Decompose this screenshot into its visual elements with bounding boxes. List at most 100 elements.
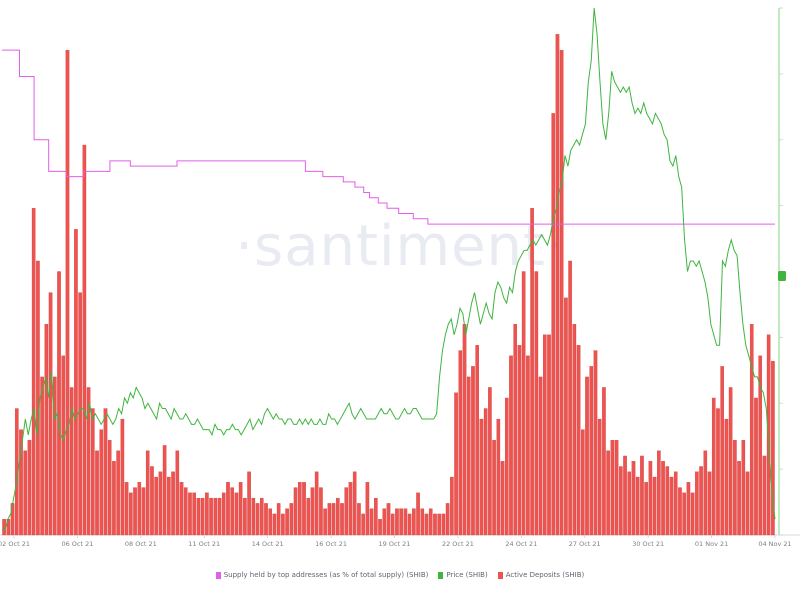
deposit-bar (357, 503, 361, 536)
deposit-bar (547, 334, 551, 536)
deposit-bar (462, 324, 467, 536)
deposit-bar (124, 482, 129, 536)
deposit-bar (336, 497, 340, 536)
deposit-bar (479, 418, 484, 536)
deposit-bar (433, 513, 437, 536)
deposit-bar (471, 366, 475, 536)
deposit-bar (585, 376, 589, 536)
deposit-bar (699, 466, 703, 536)
deposit-bar (331, 503, 336, 536)
deposit-bar (348, 482, 353, 536)
deposit-bar (327, 503, 332, 536)
legend-label-supply: Supply held by top addresses (as % of to… (223, 571, 429, 579)
deposit-bar (657, 450, 661, 536)
deposit-bar (209, 497, 213, 536)
deposit-bar (610, 439, 615, 536)
deposit-bar (179, 482, 184, 536)
deposit-bar (526, 355, 530, 536)
deposit-bar (445, 503, 450, 536)
legend-swatch-price (438, 571, 444, 579)
deposit-bar (517, 345, 522, 536)
deposit-bar (48, 292, 53, 536)
deposit-bar (589, 366, 594, 536)
deposit-bar (226, 482, 230, 536)
deposit-bar (661, 461, 665, 536)
deposit-bar (644, 482, 648, 536)
deposit-bar (57, 271, 61, 536)
deposit-bar (221, 492, 226, 536)
deposit-bar (403, 508, 408, 536)
deposit-bar (728, 387, 733, 536)
deposit-bar (200, 497, 205, 536)
x-axis-ticks: 02 Oct 21 06 Oct 21 08 Oct 21 11 Oct 21 14 O… (0, 535, 792, 548)
deposit-bar (627, 471, 632, 536)
deposit-bar (665, 466, 670, 536)
legend-swatch-deposits (497, 571, 503, 579)
deposit-bar (754, 397, 758, 536)
x-tick-label: 04 Nov 21 (758, 540, 791, 548)
deposit-bar (500, 461, 505, 536)
deposit-bar (319, 487, 323, 536)
deposit-bar (91, 408, 95, 536)
deposit-bar (669, 476, 674, 536)
legend-item-price[interactable]: Price (SHIB) (438, 571, 488, 579)
deposit-bar (521, 271, 526, 536)
legend-item-supply[interactable]: Supply held by top addresses (as % of to… (215, 571, 429, 579)
deposit-bar (437, 513, 441, 536)
deposit-bar (99, 429, 104, 536)
deposit-bar (251, 497, 256, 536)
deposit-bar (112, 461, 116, 536)
deposit-bar (619, 466, 623, 536)
deposit-bar (238, 482, 243, 536)
deposit-bar (762, 455, 767, 536)
deposit-bar (504, 397, 509, 536)
deposit-bar (167, 476, 171, 536)
x-tick-label: 11 Oct 21 (188, 540, 220, 548)
x-tick-label: 19 Oct 21 (379, 540, 411, 548)
deposit-bar (82, 144, 87, 536)
x-tick-label: 02 Oct 21 (0, 540, 30, 548)
deposit-bar (276, 503, 281, 536)
deposit-bar (74, 229, 78, 536)
deposit-bar (631, 461, 636, 536)
deposit-bar (707, 471, 712, 536)
deposit-bar (69, 387, 74, 536)
legend-item-deposits[interactable]: Active Deposits (SHIB) (497, 571, 585, 579)
deposit-bar (530, 208, 534, 536)
deposit-bar (264, 503, 268, 536)
deposit-bar (116, 450, 120, 536)
deposit-bar (513, 324, 518, 536)
deposit-bar (597, 418, 602, 536)
deposit-bar (217, 497, 222, 536)
deposit-bar (120, 418, 125, 536)
legend-label-deposits: Active Deposits (SHIB) (505, 571, 585, 579)
deposit-bar (614, 439, 619, 536)
deposit-bar (458, 350, 463, 536)
price-line (2, 7, 776, 531)
deposit-bar (378, 519, 382, 536)
deposit-bar (420, 508, 425, 536)
deposit-bar (690, 492, 695, 536)
deposit-bar (673, 471, 678, 536)
deposit-bar (289, 503, 294, 536)
x-tick-label: 24 Oct 21 (505, 540, 537, 548)
deposit-bar (640, 455, 644, 536)
x-tick-label: 01 Nov 21 (695, 540, 728, 548)
deposit-bar (771, 360, 775, 536)
deposit-bar (141, 487, 146, 536)
deposit-bar (593, 350, 598, 536)
deposit-bar (293, 487, 298, 536)
deposit-bar (53, 376, 57, 536)
deposit-bar (395, 508, 399, 536)
deposit-bar (145, 450, 150, 536)
deposit-bar (243, 497, 247, 536)
x-tick-label: 30 Oct 21 (632, 540, 664, 548)
deposit-bar (555, 34, 560, 536)
deposit-bar (369, 508, 374, 536)
deposit-bar (268, 508, 273, 536)
x-tick-label: 08 Oct 21 (125, 540, 157, 548)
deposit-bar (95, 450, 99, 536)
deposit-bar (733, 439, 737, 536)
deposit-bar (399, 508, 403, 536)
